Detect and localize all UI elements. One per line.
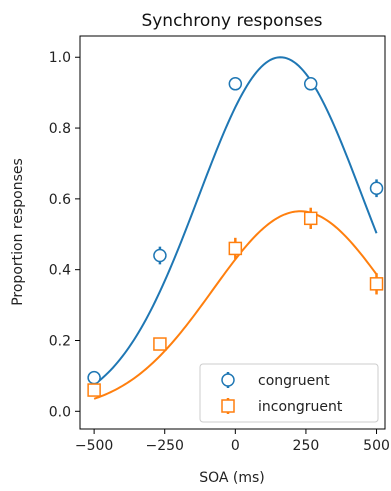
legend: congruent incongruent: [199, 363, 379, 423]
plot-area: [79, 35, 386, 430]
point-incongruent: [369, 277, 384, 291]
data-points: [87, 77, 384, 397]
point-congruent: [303, 77, 318, 91]
point-congruent: [369, 181, 384, 195]
point-incongruent: [153, 337, 167, 351]
fit-curves: [93, 56, 378, 400]
x-axis-label: SOA (ms): [199, 470, 265, 486]
chart-title: Synchrony responses: [141, 11, 322, 31]
y-axis-label: Proportion responses: [10, 158, 26, 306]
y-tick-label: 0.0: [49, 404, 71, 420]
point-congruent: [228, 77, 243, 91]
legend-marker-congruent: [221, 373, 235, 387]
point-congruent: [153, 248, 167, 263]
point-incongruent: [303, 211, 318, 226]
y-tick-label: 0.4: [49, 263, 71, 279]
x-tick-label: −250: [145, 438, 183, 454]
legend-label-incongruent: incongruent: [258, 399, 343, 415]
legend-box: [199, 363, 379, 423]
x-tick-label: 250: [293, 438, 320, 454]
y-tick-label: 0.6: [49, 192, 71, 208]
point-congruent: [87, 370, 101, 385]
point-incongruent: [87, 383, 101, 397]
y-tick-label: 1.0: [49, 50, 71, 66]
x-tick-label: −500: [75, 438, 113, 454]
y-tick-label: 0.2: [49, 333, 71, 349]
legend-label-congruent: congruent: [258, 373, 330, 389]
fit-line-congruent: [93, 56, 378, 386]
axis-ticks: −500 −250 0 250 500 0.0 0.2 0.4 0.6 0.8 1.0: [49, 50, 390, 454]
x-tick-label: 0: [231, 438, 240, 454]
legend-marker-incongruent: [221, 399, 235, 413]
fit-line-incongruent: [93, 210, 378, 400]
point-incongruent: [228, 241, 243, 256]
x-tick-label: 500: [363, 438, 390, 454]
y-tick-label: 0.8: [49, 121, 71, 137]
